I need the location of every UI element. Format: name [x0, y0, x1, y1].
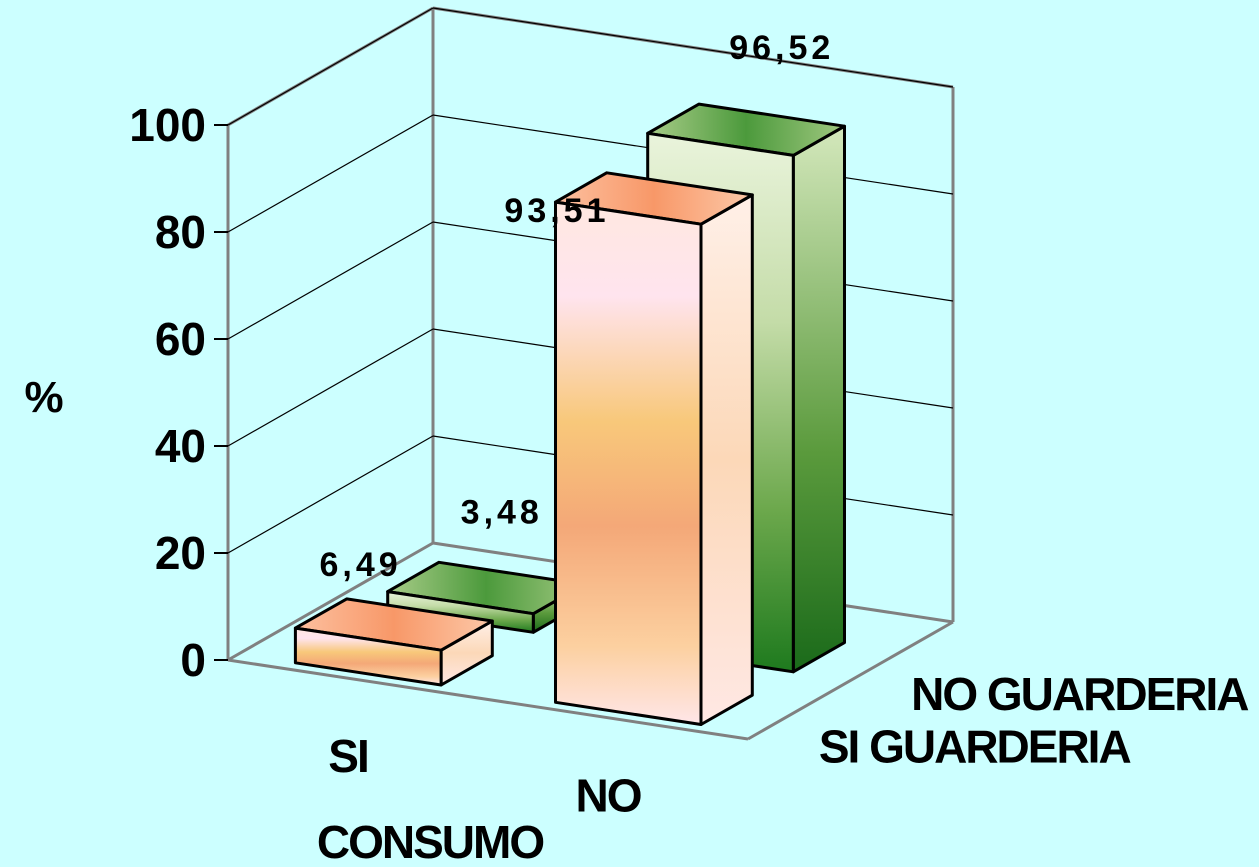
floor-front-edge: [227, 658, 749, 741]
y-tick-label: 20: [155, 527, 206, 579]
data-label: 93,51: [504, 192, 609, 230]
gridline-back: [432, 7, 954, 88]
floor-left-edge: [227, 541, 434, 662]
y-tick-label: 80: [155, 206, 206, 258]
data-label: 96,52: [729, 29, 834, 67]
x-axis-title: CONSUMO: [317, 816, 543, 867]
bar-si-guarderia-no-side: [699, 193, 754, 726]
data-label: 3,48: [461, 493, 543, 531]
gridline-side: [227, 328, 434, 447]
gridline-side: [227, 114, 434, 233]
bar-si-guarderia-no: [554, 171, 754, 726]
y-axis-title: %: [24, 373, 63, 422]
gridline-side: [227, 435, 434, 554]
y-tick-label: 60: [155, 313, 206, 365]
series-label: NO GUARDERIA: [911, 668, 1248, 720]
floor-right-edge: [747, 620, 954, 741]
gridline-side: [227, 221, 434, 340]
bar-si-guarderia-si-front: [293, 626, 443, 687]
bar-no-guarderia-no-side: [791, 124, 846, 674]
y-axis: 0 20 40 60 80 100: [129, 99, 228, 686]
bar-si-guarderia-si: [293, 597, 494, 687]
data-label: 6,49: [320, 546, 402, 584]
y-tick-label: 100: [129, 99, 206, 151]
x-tick-label: SI: [328, 730, 367, 782]
bars: [293, 102, 846, 726]
y-tick-label: 40: [155, 420, 206, 472]
x-tick-label: NO: [576, 769, 641, 821]
gridline-side: [227, 7, 434, 126]
y-tick-label: 0: [180, 634, 206, 686]
bar-si-guarderia-no-front: [554, 200, 703, 726]
series-label: SI GUARDERIA: [819, 721, 1131, 773]
